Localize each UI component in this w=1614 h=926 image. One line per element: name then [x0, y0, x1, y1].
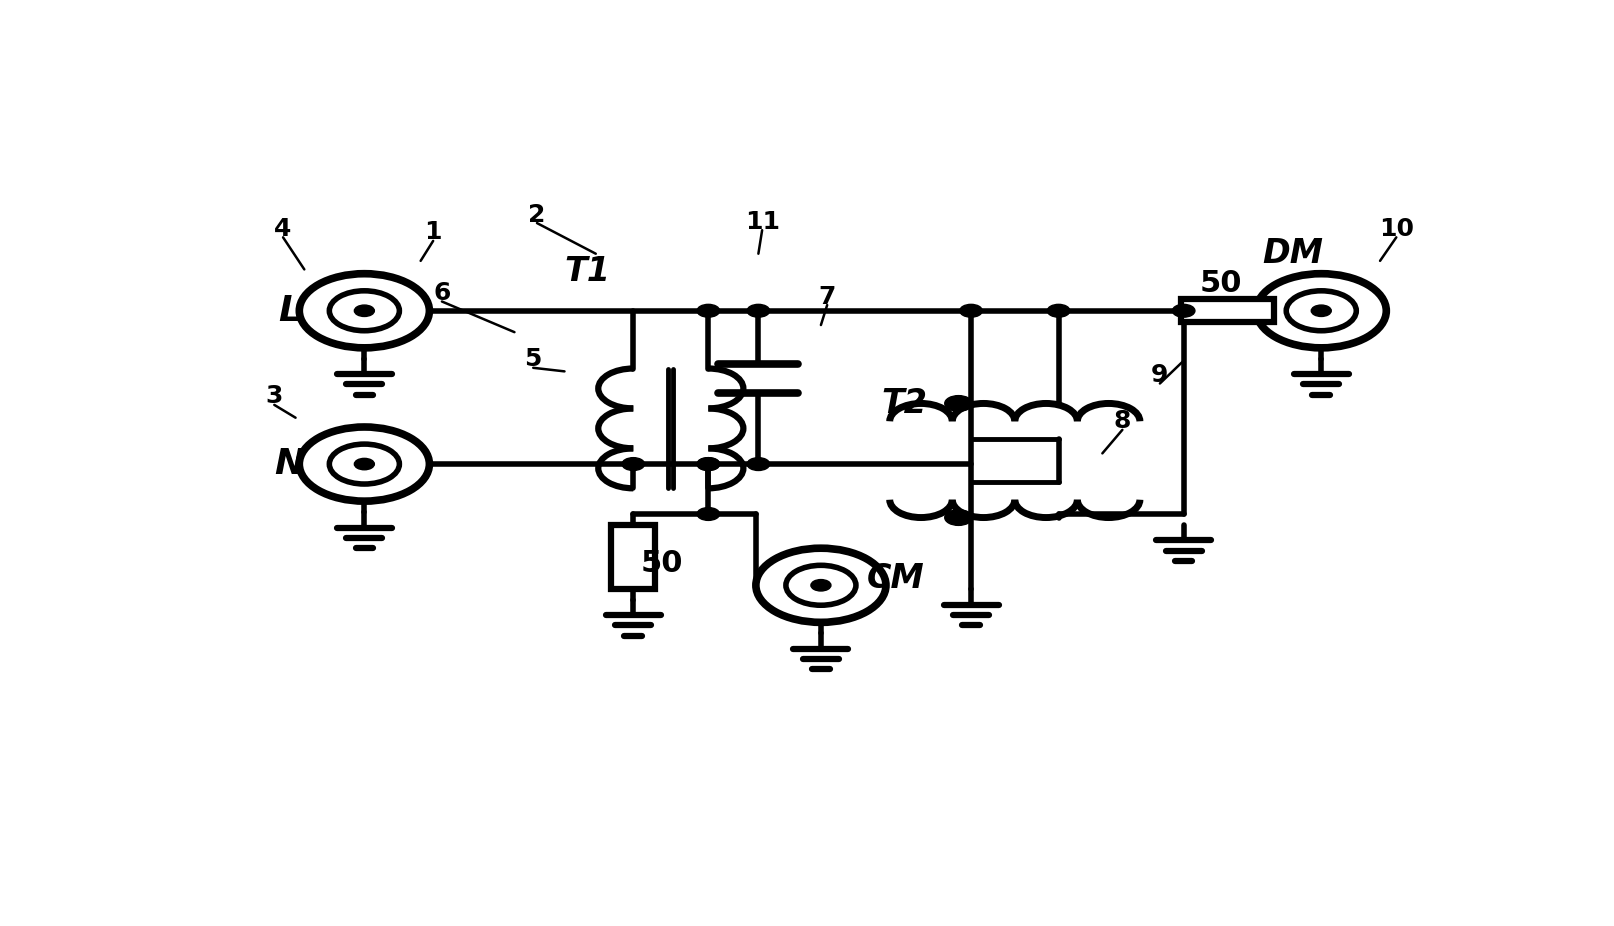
Text: 8: 8	[1114, 409, 1131, 433]
Circle shape	[747, 305, 770, 318]
Text: L: L	[278, 294, 300, 328]
Text: 4: 4	[274, 217, 292, 241]
Circle shape	[355, 458, 374, 469]
Text: 50: 50	[1199, 269, 1243, 298]
Text: 2: 2	[528, 203, 546, 227]
Circle shape	[697, 457, 720, 470]
Circle shape	[1311, 305, 1332, 317]
Bar	[1180, 299, 1275, 322]
Circle shape	[944, 509, 972, 525]
Text: 3: 3	[266, 384, 282, 408]
Text: 1: 1	[424, 220, 442, 244]
Circle shape	[747, 457, 770, 470]
Text: 7: 7	[818, 284, 836, 308]
Text: 50: 50	[641, 549, 683, 579]
Text: 6: 6	[433, 281, 450, 305]
Text: 5: 5	[525, 347, 542, 371]
Circle shape	[1172, 305, 1194, 318]
Circle shape	[697, 457, 720, 470]
Text: 10: 10	[1378, 217, 1414, 241]
Circle shape	[944, 395, 972, 411]
Text: 9: 9	[1151, 363, 1169, 387]
Circle shape	[621, 457, 644, 470]
Circle shape	[697, 305, 720, 318]
Text: CM: CM	[867, 562, 925, 594]
Text: N: N	[274, 447, 305, 482]
Circle shape	[697, 507, 720, 520]
Circle shape	[355, 305, 374, 317]
Circle shape	[1047, 305, 1070, 318]
Bar	[612, 525, 655, 589]
Text: DM: DM	[1262, 237, 1323, 270]
Circle shape	[960, 305, 983, 318]
Text: 11: 11	[744, 209, 780, 233]
Text: T2: T2	[881, 387, 928, 420]
Text: T1: T1	[563, 255, 610, 288]
Circle shape	[810, 580, 831, 591]
